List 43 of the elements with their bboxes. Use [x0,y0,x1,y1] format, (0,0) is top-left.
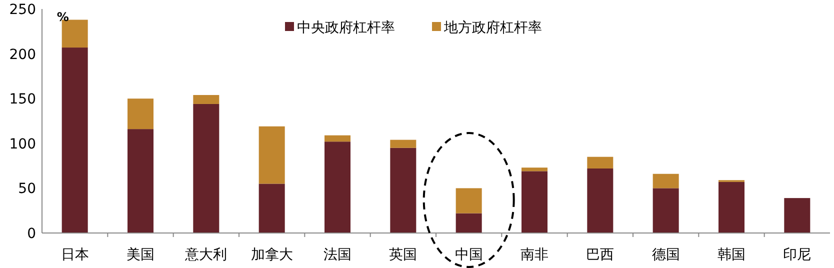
bar [128,129,154,233]
bar [652,174,679,188]
bar [258,126,285,184]
bar [390,140,416,148]
bar [718,182,744,233]
y-tick-label: 50 [18,181,36,198]
bar [324,142,350,233]
x-tick-label: 美国 [126,247,154,263]
bar [587,168,614,233]
x-tick-label: 英国 [389,247,418,263]
legend-label: 中央政府杠杆率 [297,20,395,36]
x-tick-label: 南非 [520,247,548,263]
x-tick-label: 意大利 [184,247,228,263]
x-tick-label: 法国 [324,247,352,263]
bar [193,95,220,104]
bar [128,98,154,130]
x-tick-label: 韩国 [718,247,746,263]
y-tick-label: 100 [9,136,36,152]
y-tick-label: 150 [9,92,36,108]
bar [324,135,350,142]
x-tick-label: 德国 [652,247,680,263]
bar [258,184,285,233]
bar [784,198,810,233]
bar [390,148,416,233]
y-tick-label: 0 [27,226,36,242]
bar [456,188,482,214]
bar [522,171,548,233]
bar [193,104,220,233]
x-tick-label: 巴西 [586,247,614,263]
y-tick-label: 200 [9,46,36,63]
bar [62,20,88,48]
bar [587,156,614,168]
x-tick-label: 印尼 [783,247,812,263]
x-tick-label: 中国 [454,247,483,263]
bar [456,213,482,233]
bar [62,48,88,233]
legend-label: 地方政府杠杆率 [443,20,542,36]
x-tick-label: 加拿大 [250,247,293,263]
bar [652,188,679,233]
y-axis-title: % [56,10,69,24]
bar [522,168,548,172]
y-tick-label: 250 [9,2,36,18]
x-tick-label: 日本 [60,247,89,263]
